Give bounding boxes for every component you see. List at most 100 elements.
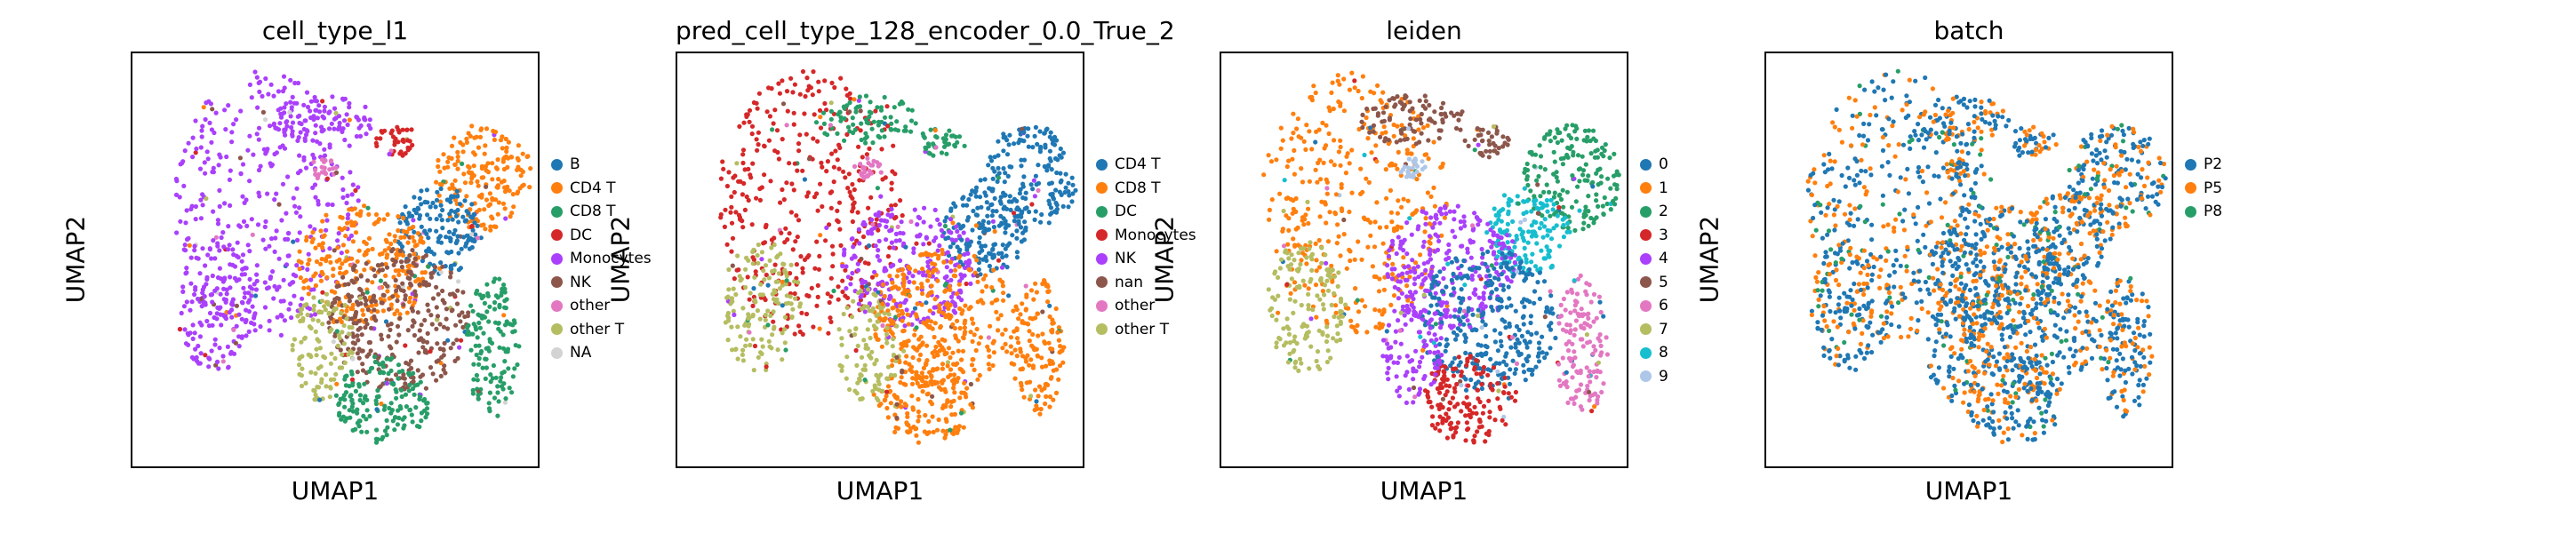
scatter-point <box>362 295 367 300</box>
scatter-point <box>385 283 390 289</box>
scatter-point <box>492 299 498 306</box>
scatter-point <box>1383 130 1388 135</box>
scatter-point <box>1572 227 1578 233</box>
scatter-point <box>892 372 898 378</box>
scatter-point <box>962 331 967 337</box>
scatter-point <box>375 263 380 268</box>
scatter-point <box>527 185 532 190</box>
scatter-point <box>230 297 236 302</box>
scatter-point <box>252 69 258 75</box>
scatter-point <box>1038 219 1044 225</box>
scatter-point <box>393 387 398 393</box>
scatter-point <box>456 279 461 284</box>
scatter-point <box>239 316 244 322</box>
scatter-point <box>772 324 777 330</box>
scatter-point <box>229 301 235 306</box>
scatter-point <box>313 271 318 276</box>
scatter-point <box>837 109 843 115</box>
scatter-point <box>1612 182 1618 187</box>
scatter-point <box>968 281 973 286</box>
scatter-point <box>1036 384 1043 389</box>
scatter-point <box>1336 99 1341 105</box>
scatter-point <box>418 379 423 385</box>
scatter-point <box>765 282 771 288</box>
scatter-point <box>962 321 967 326</box>
scatter-point <box>1025 133 1030 139</box>
scatter-point <box>901 241 907 246</box>
scatter-point <box>400 375 405 380</box>
scatter-point <box>975 205 980 211</box>
scatter-point <box>1412 260 1419 266</box>
scatter-point <box>990 247 996 252</box>
scatter-point <box>260 93 265 99</box>
scatter-point <box>764 364 769 370</box>
scatter-point <box>353 312 358 317</box>
legend-item: other <box>551 294 652 318</box>
scatter-point <box>334 329 340 334</box>
scatter-point <box>802 111 807 116</box>
scatter-point <box>313 392 318 398</box>
scatter-point <box>1408 116 1413 122</box>
scatter-point <box>1298 261 1303 267</box>
scatter-point <box>467 165 472 171</box>
scatter-point <box>350 302 356 307</box>
scatter-point <box>1009 164 1014 170</box>
scatter-point <box>206 364 212 370</box>
scatter-point <box>228 168 233 173</box>
scatter-point <box>1414 169 1420 175</box>
scatter-point <box>346 236 352 242</box>
scatter-point <box>1056 325 1061 330</box>
scatter-point <box>422 228 428 234</box>
scatter-point <box>372 359 378 365</box>
scatter-point <box>356 384 362 389</box>
scatter-point <box>440 226 445 231</box>
scatter-point <box>879 128 884 133</box>
scatter-point <box>962 325 967 330</box>
scatter-point <box>210 169 215 175</box>
scatter-point <box>329 327 334 332</box>
scatter-point <box>927 151 932 156</box>
scatter-point <box>1306 286 1311 291</box>
scatter-point <box>415 231 420 236</box>
scatter-point <box>1033 315 1038 321</box>
scatter-point <box>1330 80 1335 85</box>
scatter-point <box>989 300 995 306</box>
scatter-point <box>1276 274 1281 280</box>
scatter-point <box>272 151 277 157</box>
scatter-point <box>763 263 769 268</box>
scatter-point <box>1306 306 1311 312</box>
legend-swatch <box>1096 299 1108 312</box>
scatter-point <box>882 134 887 139</box>
scatter-point <box>894 402 900 407</box>
scatter-point <box>1480 138 1485 143</box>
scatter-point <box>870 306 876 311</box>
scatter-point <box>434 378 439 383</box>
scatter-point <box>1436 136 1442 141</box>
scatter-point <box>1487 148 1492 154</box>
scatter-point <box>358 274 364 279</box>
scatter-point <box>901 348 907 354</box>
scatter-point <box>1321 160 1326 165</box>
scatter-point <box>842 138 847 143</box>
scatter-point <box>1006 293 1012 298</box>
scatter-point <box>961 230 966 235</box>
scatter-point <box>476 145 482 150</box>
scatter-point <box>1318 177 1324 182</box>
scatter-point <box>873 212 878 218</box>
scatter-point <box>1304 123 1309 128</box>
scatter-point <box>876 163 881 169</box>
scatter-point <box>872 269 877 274</box>
scatter-point <box>1347 209 1352 215</box>
scatter-point <box>828 205 834 211</box>
scatter-point <box>516 143 521 148</box>
legend-swatch <box>1096 323 1108 336</box>
scatter-point <box>880 388 885 394</box>
scatter-point <box>495 157 500 163</box>
scatter-point <box>924 375 929 380</box>
scatter-point <box>1047 303 1052 308</box>
scatter-point <box>1004 265 1010 270</box>
scatter-point <box>1347 161 1352 166</box>
scatter-point <box>880 282 886 287</box>
scatter-point <box>945 398 950 403</box>
scatter-point <box>955 318 960 323</box>
